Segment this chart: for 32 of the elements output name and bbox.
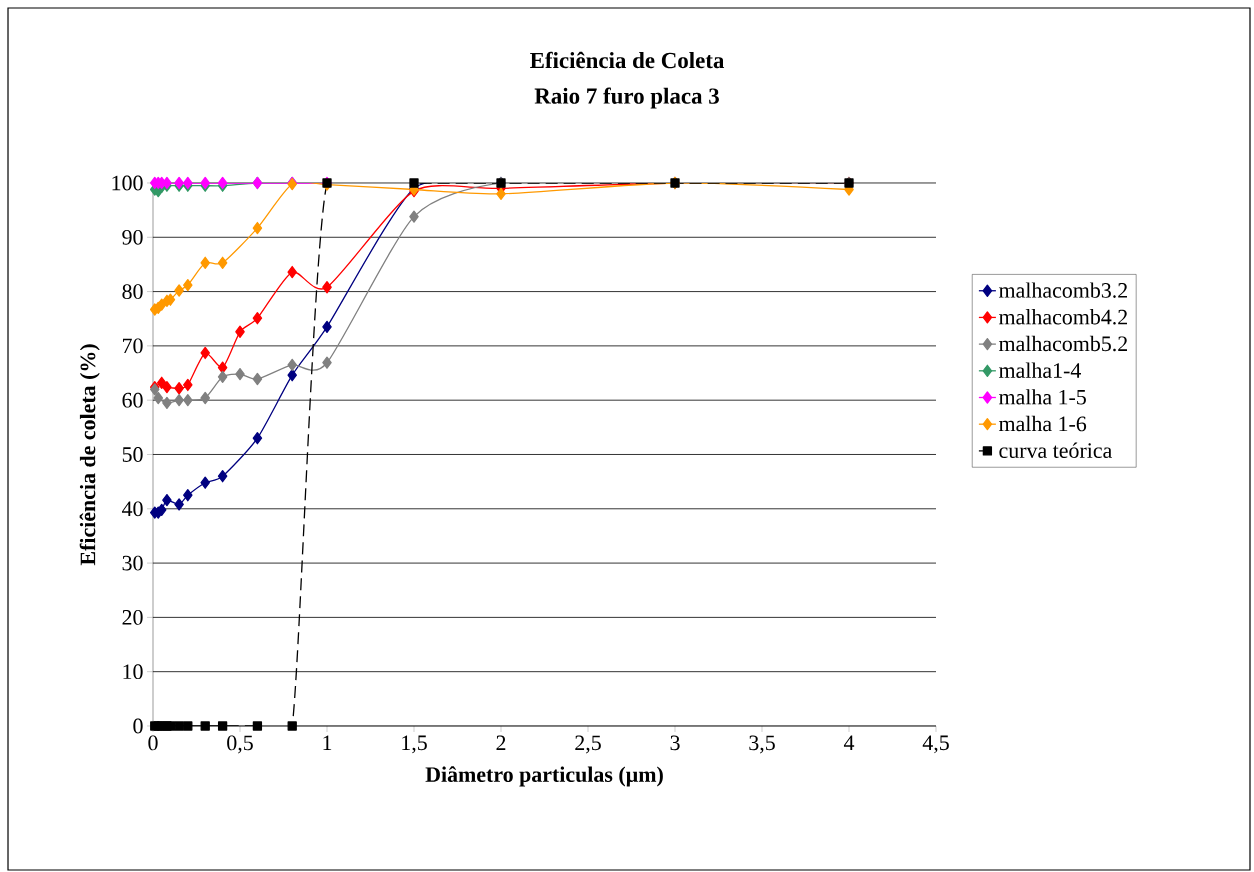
chart-title: Eficiência de Coleta: [530, 51, 725, 69]
x-tick-label: 2,5: [575, 735, 601, 754]
x-tick-label: 3,5: [749, 735, 775, 754]
y-axis-title: Eficiência de coleta (%): [79, 344, 100, 566]
y-tick-label: 50: [122, 447, 143, 462]
x-tick-label: 4,5: [922, 735, 949, 754]
legend-label: malhacomb3.2: [998, 282, 1127, 298]
legend-label: malha 1-5: [998, 389, 1086, 405]
y-tick-label: 100: [112, 175, 143, 191]
x-axis-title: Diâmetro particulas (µm): [425, 766, 663, 787]
legend-label: curva teórica: [999, 442, 1113, 458]
x-tick-label: 0: [148, 735, 158, 751]
legend-label: malha1-4: [998, 362, 1081, 378]
legend-label: malhacomb5.2: [998, 335, 1127, 352]
x-tick-label: 2: [496, 735, 506, 751]
y-tick-label: 40: [121, 501, 143, 517]
x-tick-label: 1: [323, 735, 332, 750]
chart-subtitle: Raio 7 furo placa 3: [534, 87, 719, 109]
y-tick-label: 30: [122, 555, 143, 571]
y-tick-label: 60: [122, 392, 143, 408]
y-tick-label: 70: [123, 338, 143, 354]
y-tick-label: 90: [122, 229, 143, 245]
x-tick-label: 1,5: [402, 735, 427, 754]
x-tick-label: 4: [843, 735, 855, 750]
x-tick-label: 3: [670, 735, 680, 751]
x-tick-label: 0,5: [227, 735, 253, 754]
y-tick-label: 0: [133, 718, 143, 734]
y-tick-label: 80: [122, 284, 143, 299]
legend-label: malhacomb4.2: [998, 309, 1127, 325]
y-tick-label: 10: [123, 664, 143, 680]
legend-label: malha 1-6: [998, 415, 1087, 432]
y-tick-label: 20: [122, 609, 143, 625]
